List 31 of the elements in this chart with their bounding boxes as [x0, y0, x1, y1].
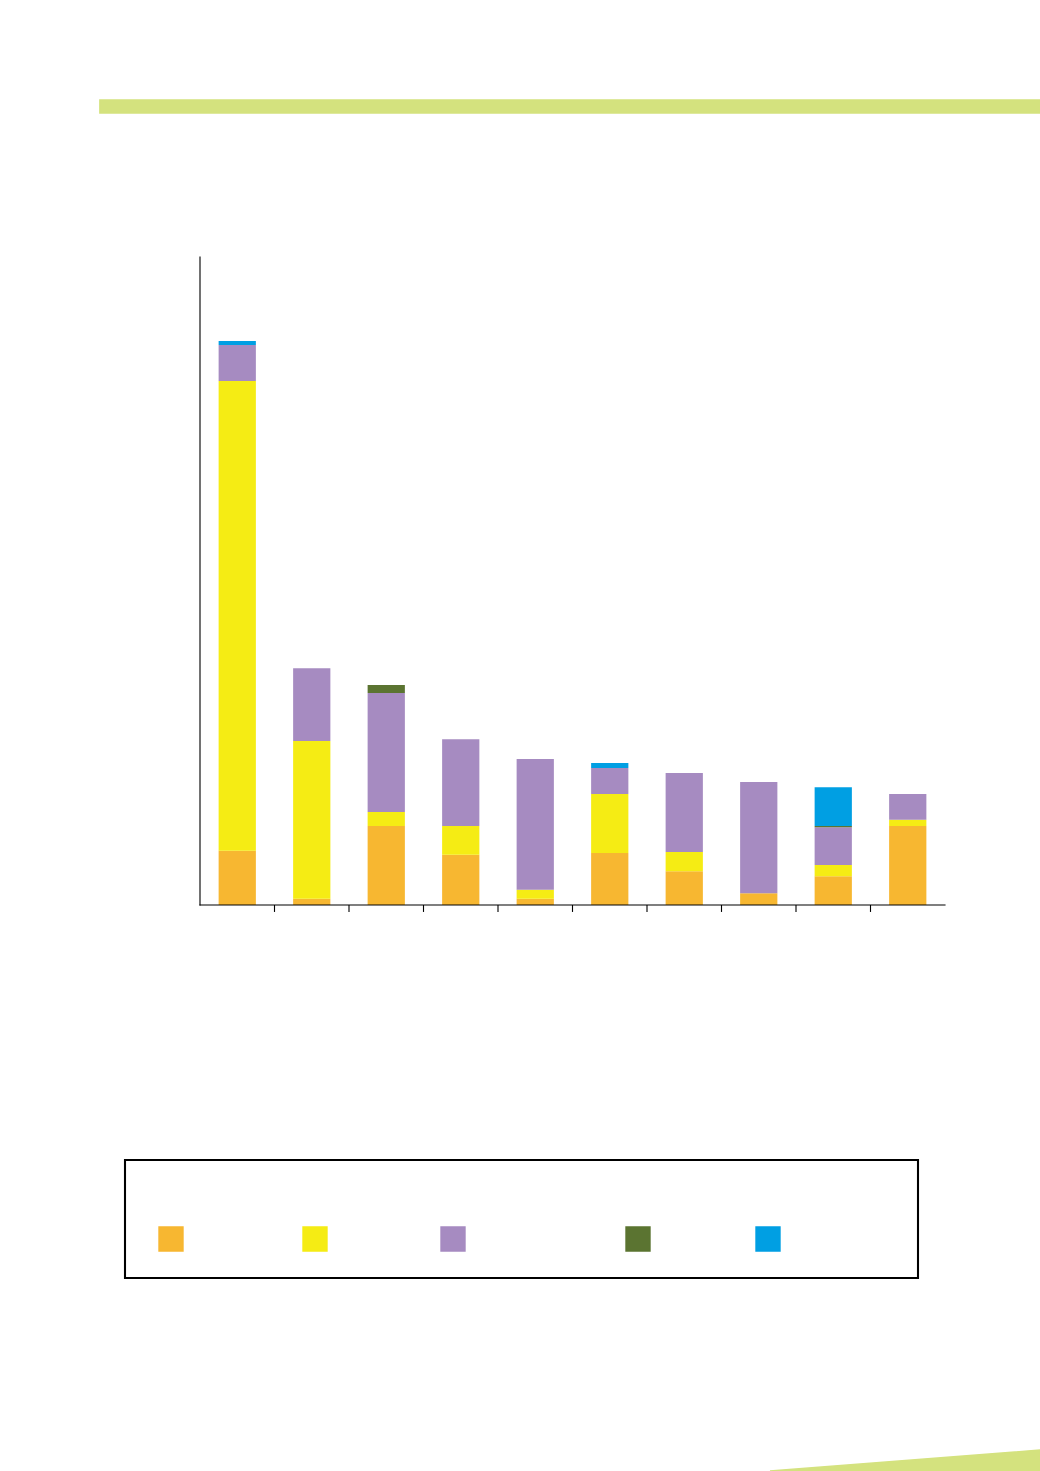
bar — [591, 767, 629, 794]
bar — [293, 740, 331, 899]
bar — [591, 853, 629, 905]
bar — [740, 893, 778, 905]
bar — [367, 826, 405, 905]
bar — [293, 668, 331, 741]
bar — [442, 739, 480, 827]
bar — [591, 762, 629, 768]
bar — [516, 758, 554, 890]
bar — [814, 827, 852, 865]
bar — [665, 851, 703, 872]
bar — [889, 826, 927, 905]
bar — [516, 889, 554, 899]
bar — [591, 793, 629, 854]
bar — [665, 773, 703, 852]
bar — [814, 864, 852, 877]
bar — [218, 344, 256, 382]
bar — [218, 850, 256, 905]
bar — [889, 793, 927, 820]
bar — [814, 876, 852, 905]
bar — [367, 685, 405, 693]
bar — [218, 381, 256, 851]
bar — [889, 819, 927, 827]
bar — [367, 692, 405, 812]
bar — [442, 826, 480, 855]
bar — [218, 341, 256, 345]
bar — [442, 854, 480, 905]
bar — [814, 787, 852, 827]
bar — [367, 811, 405, 827]
bar — [740, 782, 778, 894]
bar — [665, 871, 703, 905]
